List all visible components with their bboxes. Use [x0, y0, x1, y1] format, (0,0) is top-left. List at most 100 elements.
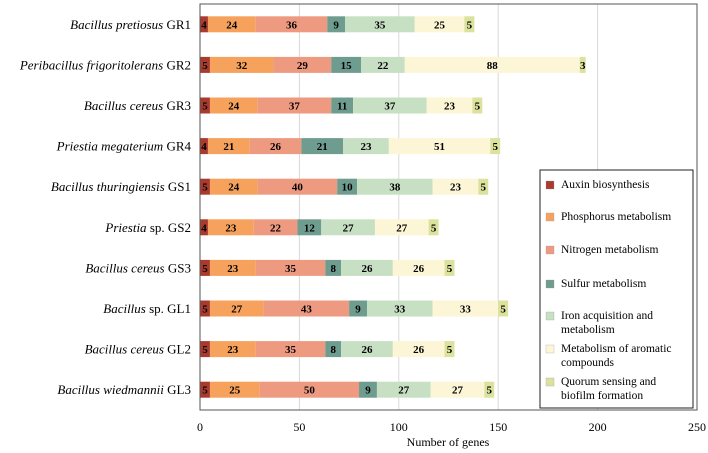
bar-segment [432, 178, 479, 195]
bar-segment [325, 259, 342, 276]
legend-box [539, 169, 694, 409]
x-tick-label: 250 [688, 420, 706, 434]
legend-swatch [545, 212, 555, 222]
legend-swatch [545, 344, 555, 354]
y-tick-label: Priestia megaterium GR4 [56, 139, 192, 154]
y-tick-label: Bacillus cereus GS3 [85, 260, 191, 275]
bar-segment [200, 300, 210, 317]
bar-segment [207, 16, 256, 33]
bar-value-label: 23 [444, 101, 456, 113]
legend-item: Iron acquisition and metabolism [545, 310, 653, 336]
bar-value-label: 8 [330, 263, 336, 275]
bar-value-label: 27 [398, 385, 410, 397]
bar-value-label: 5 [475, 101, 481, 113]
bar-row: 4 21 26 21 23 51 5 [200, 138, 501, 155]
bar-value-label: 26 [270, 141, 282, 153]
bar-value-label: 5 [447, 344, 453, 356]
legend-swatch [545, 377, 555, 387]
bar-segment [200, 219, 208, 236]
bar-segment [325, 341, 342, 358]
legend-item: Phosphorus metabolism [545, 211, 671, 223]
legend-label: Quorum sensing and biofilm formation [561, 376, 656, 402]
bar-segment [331, 56, 362, 73]
bar-segment [255, 341, 326, 358]
bar-value-label: 22 [377, 60, 389, 72]
bar-value-label: 26 [361, 263, 373, 275]
bar-value-label: 4 [201, 141, 207, 153]
bar-value-label: 21 [317, 141, 328, 153]
bar-value-label: 5 [202, 263, 208, 275]
bar-segment [255, 259, 326, 276]
bar-row: 5 24 40 10 38 23 5 [200, 178, 489, 195]
bar-segment [444, 259, 455, 276]
bar-value-label: 37 [384, 101, 396, 113]
x-tick-label: 150 [489, 420, 507, 434]
bar-value-label: 3 [580, 60, 586, 72]
bar-segment [209, 381, 260, 398]
bar-segment [341, 341, 393, 358]
bar-value-label: 33 [460, 304, 472, 316]
bar-value-label: 5 [487, 385, 493, 397]
bar-value-label: 27 [343, 222, 355, 234]
bar-value-label: 50 [304, 385, 316, 397]
y-tick-label: Peribacillus frigoritolerans GR2 [19, 57, 191, 72]
bar-value-label: 10 [342, 182, 354, 194]
bar-segment [349, 300, 367, 317]
bar-segment [392, 259, 445, 276]
bar-segment [257, 97, 332, 114]
bar-segment [209, 178, 258, 195]
bar-segment [392, 341, 445, 358]
bar-value-label: 22 [270, 222, 282, 234]
bar-segment [255, 16, 328, 33]
legend-swatch [545, 180, 555, 190]
bar-segment [207, 138, 250, 155]
bar-segment [472, 97, 483, 114]
x-tick-label: 0 [197, 420, 203, 434]
bar-row: 5 23 35 8 26 26 5 [200, 259, 455, 276]
bar-value-label: 24 [228, 182, 240, 194]
bar-value-label: 21 [223, 141, 234, 153]
bar-segment [331, 97, 354, 114]
x-tick-label: 50 [293, 420, 305, 434]
bar-value-label: 23 [227, 263, 239, 275]
bar-value-label: 25 [434, 19, 446, 31]
bar-segment [297, 219, 322, 236]
bar-row: 4 23 22 12 27 27 5 [200, 219, 439, 236]
bar-value-label: 5 [202, 344, 208, 356]
bar-segment [301, 138, 344, 155]
bar-segment [359, 381, 377, 398]
bar-segment [249, 138, 302, 155]
y-tick-label: Bacillus cereus GR3 [84, 98, 191, 113]
bar-value-label: 24 [226, 19, 238, 31]
bar-segment [209, 259, 256, 276]
y-tick-label: Bacillus sp. GL1 [103, 301, 191, 316]
legend-item: Quorum sensing and biofilm formation [545, 376, 656, 402]
bar-segment [207, 219, 254, 236]
y-tick-label: Bacillus wiedmannii GL3 [57, 382, 191, 397]
bar-value-label: 24 [228, 101, 240, 113]
x-tick-label: 100 [390, 420, 408, 434]
bar-value-label: 25 [229, 385, 241, 397]
bar-value-label: 23 [450, 182, 462, 194]
bar-value-label: 43 [301, 304, 313, 316]
bar-value-label: 5 [447, 263, 453, 275]
y-tick-label: Bacillus cereus GL2 [85, 342, 191, 357]
bar-segment [366, 300, 433, 317]
legend-label: Sulfur metabolism [561, 278, 646, 290]
bar-segment [209, 341, 256, 358]
bar-row: 5 23 35 8 26 26 5 [200, 341, 455, 358]
bar-row: 5 25 50 9 27 27 5 [200, 381, 495, 398]
x-tick-label: 200 [589, 420, 607, 434]
bar-value-label: 5 [202, 60, 208, 72]
bar-value-label: 32 [236, 60, 248, 72]
bar-segment [209, 56, 274, 73]
bar-value-label: 26 [413, 344, 425, 356]
bar-value-label: 36 [286, 19, 298, 31]
bar-value-label: 26 [361, 344, 373, 356]
bar-segment [345, 16, 415, 33]
bar-value-label: 5 [431, 222, 437, 234]
bar-row: 4 24 36 9 35 25 5 [200, 16, 475, 33]
bar-value-label: 35 [285, 344, 297, 356]
y-tick-label: Priestia sp. GS2 [104, 220, 191, 235]
